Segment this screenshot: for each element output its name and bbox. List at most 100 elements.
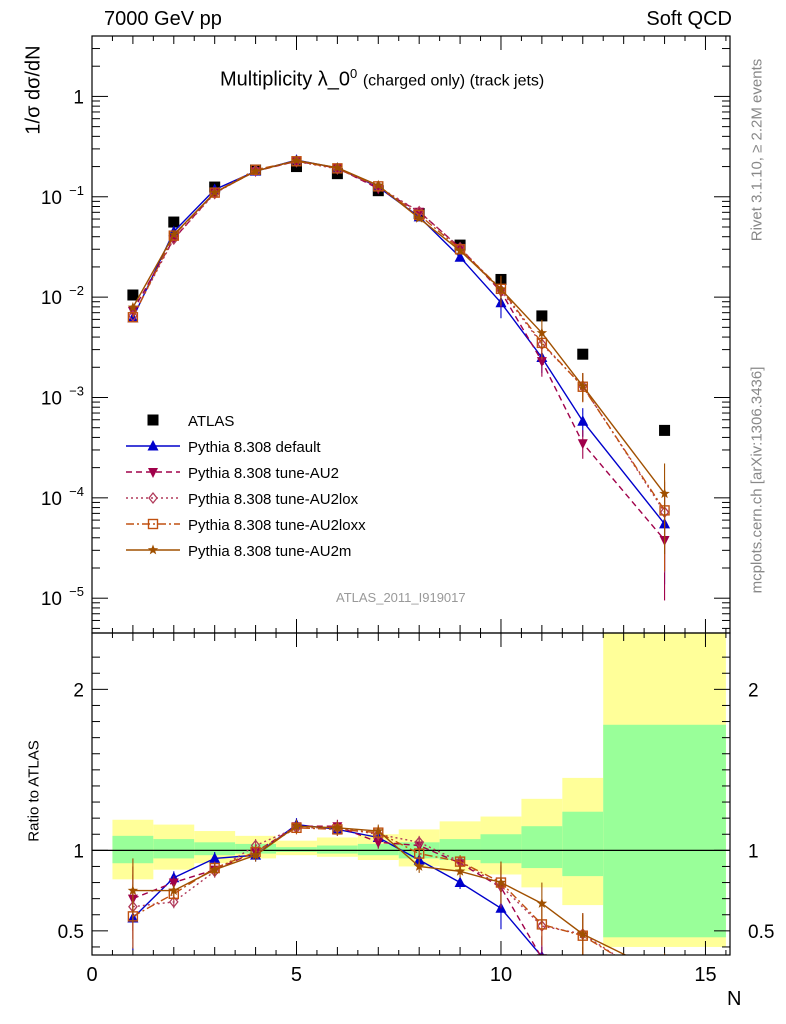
y-tick-label: 10	[41, 388, 62, 409]
y-axis-label-ratio: Ratio to ATLAS	[25, 740, 43, 842]
watermark: ATLAS_2011_I919017	[336, 590, 466, 605]
legend-label: ATLAS	[188, 413, 234, 430]
x-tick-label: 0	[86, 964, 97, 986]
ratio-series-1-point	[536, 954, 547, 955]
legend-label: Pythia 8.308 tune-AU2lox	[188, 491, 359, 508]
x-tick-label: 10	[490, 964, 512, 986]
series-0-point	[127, 289, 139, 301]
side-text-rivet: Rivet 3.1.10, ≥ 2.2M events	[748, 58, 766, 242]
y-tick-exponent: −3	[69, 383, 84, 398]
ratio-series-0-point	[577, 972, 588, 983]
ratio-y-tick-label-right: 1	[748, 841, 759, 862]
ratio-series-4-point	[454, 865, 466, 876]
x-tick-label: 15	[694, 964, 716, 986]
band-green	[276, 847, 317, 852]
ratio-series-4-point	[495, 877, 507, 887]
y-tick-label: 10	[41, 489, 62, 510]
ratio-series-0-point	[454, 876, 466, 888]
y-tick-label: 10	[41, 589, 62, 610]
legend-label: Pythia 8.308 tune-AU2	[188, 465, 339, 482]
series-0-point	[536, 310, 548, 322]
series-1-point	[577, 415, 589, 426]
ratio-y-tick-label-left: 1	[73, 841, 84, 862]
chart-title-sup: 0	[350, 66, 358, 81]
ratio-y-tick-label-right: 2	[748, 680, 759, 701]
chart-title: Multiplicity λ_00 (charged only) (track …	[220, 66, 544, 92]
series-2-point	[536, 357, 547, 368]
ratio-series-4-point	[332, 822, 343, 833]
x-tick-label: 5	[291, 964, 302, 986]
ratio-series-3-point	[660, 981, 669, 990]
band-green	[562, 811, 604, 877]
series-4-line	[132, 160, 666, 511]
ratio-series-4-point	[373, 825, 384, 836]
band-green	[194, 842, 236, 856]
header-energy: 7000 GeV pp	[104, 8, 222, 30]
series-0-point	[577, 348, 589, 360]
y-tick-label: 1	[73, 87, 84, 108]
ratio-series-1-point	[373, 838, 384, 849]
band-green	[603, 724, 726, 938]
legend-marker	[147, 544, 159, 555]
series-0-point	[659, 424, 671, 436]
series-3-point	[128, 309, 138, 322]
chart-title-sub: (charged only) (track jets)	[362, 72, 545, 90]
y-axis-label-top: 1/σ dσ/dN	[22, 45, 45, 135]
ratio-series-4-point	[127, 885, 139, 895]
legend-label: Pythia 8.308 default	[188, 439, 321, 456]
ratio-panel-frame	[91, 632, 731, 956]
ratio-series-4-point	[291, 820, 302, 831]
ratio-series-1-point	[578, 986, 588, 996]
ratio-series-4-point	[536, 898, 548, 908]
series-5-point	[209, 187, 220, 198]
y-tick-label: 10	[41, 288, 62, 309]
ratio-series-4-point	[209, 864, 220, 875]
ratio-series-4-point	[168, 885, 179, 895]
series-2-point	[577, 439, 588, 450]
band-green	[439, 839, 481, 861]
ratio-series-1-point	[660, 994, 670, 1004]
series-5-point	[659, 488, 670, 499]
side-text-site: mcplots.cern.ch [arXiv:1306.3436]	[748, 366, 766, 594]
header-process: Soft QCD	[646, 8, 732, 30]
series-5-point	[291, 155, 302, 165]
series-5-point	[495, 283, 507, 294]
series-5-point	[454, 245, 466, 256]
y-tick-exponent: −2	[69, 283, 84, 298]
legend-label: Pythia 8.308 tune-AU2loxx	[188, 517, 366, 534]
ratio-y-tick-label-right: 0.5	[748, 922, 774, 943]
band-green	[480, 834, 522, 864]
y-tick-exponent: −5	[69, 584, 84, 599]
band-green	[153, 839, 195, 859]
x-axis-label: N	[727, 988, 742, 1010]
legend-marker	[147, 440, 159, 451]
ratio-series-4-point	[250, 849, 261, 860]
ratio-series-4-point	[659, 969, 670, 979]
series-5-point	[373, 179, 384, 190]
ratio-series-0-point	[209, 852, 221, 863]
series-1-point	[454, 251, 466, 262]
ratio-y-tick-label-left: 2	[73, 680, 84, 701]
legend-marker	[147, 518, 159, 530]
ratio-series-2-point	[661, 982, 669, 992]
legend-label: Pythia 8.308 tune-AU2m	[188, 543, 351, 560]
series-4-point	[127, 312, 139, 323]
band-green	[521, 826, 563, 869]
series-5-point	[168, 229, 179, 239]
y-tick-exponent: −1	[69, 183, 84, 198]
y-tick-exponent: −4	[69, 484, 84, 499]
ratio-series-0-point	[659, 986, 670, 997]
ratio-series-4-point	[577, 928, 588, 939]
series-5-point	[536, 327, 548, 338]
chart-title-main: Multiplicity λ_0	[220, 68, 351, 91]
ratio-series-4-point	[413, 861, 425, 871]
series-5-point	[577, 380, 588, 391]
band-green	[357, 843, 399, 856]
series-5-point	[127, 301, 139, 312]
series-5-point	[250, 165, 261, 176]
legend-marker	[148, 468, 158, 478]
ratio-series-1-point	[168, 878, 179, 889]
ratio-y-tick-label-left: 0.5	[58, 922, 84, 943]
ratio-series-3-point	[413, 848, 425, 859]
